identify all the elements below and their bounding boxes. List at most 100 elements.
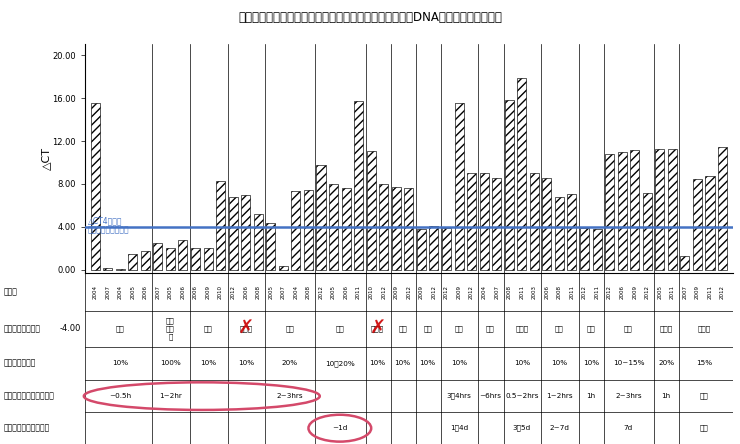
Text: 10%: 10% xyxy=(112,360,128,366)
Bar xyxy=(329,184,338,270)
Text: 2009: 2009 xyxy=(419,285,424,299)
Text: 2007: 2007 xyxy=(281,285,286,299)
Text: 緩衝: 緩衝 xyxy=(555,325,564,332)
Text: 2006: 2006 xyxy=(243,285,248,299)
Text: 2012: 2012 xyxy=(582,285,587,299)
Text: 10~15%: 10~15% xyxy=(613,360,645,366)
Text: 2005: 2005 xyxy=(657,285,662,299)
Text: 非緩衝: 非緩衝 xyxy=(515,325,528,332)
Text: 2009: 2009 xyxy=(394,285,399,299)
Bar xyxy=(630,150,639,270)
Text: 10%: 10% xyxy=(551,360,568,366)
Bar xyxy=(391,187,401,270)
Text: 2010: 2010 xyxy=(369,285,374,299)
Text: 緩衝: 緩衝 xyxy=(398,325,407,332)
Text: ~6hrs: ~6hrs xyxy=(480,393,502,399)
Text: 2012: 2012 xyxy=(469,285,474,299)
Bar xyxy=(542,178,551,270)
Text: ~1d: ~1d xyxy=(332,425,348,431)
Bar xyxy=(492,178,501,270)
Bar xyxy=(128,254,138,270)
Text: ✗: ✗ xyxy=(238,319,254,338)
Text: 2012: 2012 xyxy=(381,285,386,299)
Text: 2009: 2009 xyxy=(206,285,211,299)
Text: 1~2hrs: 1~2hrs xyxy=(546,393,573,399)
Text: 2006: 2006 xyxy=(343,285,349,299)
Text: 2004: 2004 xyxy=(482,285,487,299)
Text: 2006: 2006 xyxy=(193,285,198,299)
Bar xyxy=(505,100,514,270)
Text: 15%: 15% xyxy=(696,360,712,366)
Text: 10%: 10% xyxy=(238,360,254,366)
Bar xyxy=(229,197,238,270)
Bar xyxy=(153,243,162,270)
Text: 非緩衝: 非緩衝 xyxy=(659,325,673,332)
Bar xyxy=(90,103,100,270)
Text: 2008: 2008 xyxy=(306,285,311,299)
Text: 2012: 2012 xyxy=(720,285,725,299)
Bar xyxy=(605,154,614,270)
Text: 2~3hrs: 2~3hrs xyxy=(276,393,303,399)
Text: 2~7d: 2~7d xyxy=(549,425,570,431)
Text: 2011: 2011 xyxy=(570,285,574,299)
Text: 2007: 2007 xyxy=(105,285,110,299)
Text: 緩衝: 緩衝 xyxy=(204,325,212,332)
Text: 2007: 2007 xyxy=(494,285,500,299)
Text: 2012: 2012 xyxy=(406,285,411,299)
Bar xyxy=(656,149,665,270)
Text: ✗: ✗ xyxy=(369,319,386,338)
Text: 2006: 2006 xyxy=(545,285,549,299)
Bar xyxy=(618,152,627,270)
Text: 2004: 2004 xyxy=(118,285,123,299)
Bar xyxy=(517,78,526,270)
Bar xyxy=(568,194,576,270)
Bar xyxy=(166,248,175,270)
Text: 作製年: 作製年 xyxy=(4,287,18,296)
Bar xyxy=(254,214,263,270)
Text: 2004: 2004 xyxy=(294,285,298,299)
Text: 2003: 2003 xyxy=(532,285,536,299)
Bar xyxy=(417,229,426,270)
Bar xyxy=(593,229,602,270)
Text: 2012: 2012 xyxy=(231,285,235,299)
Bar xyxy=(304,190,313,270)
Text: 2006: 2006 xyxy=(619,285,625,299)
Bar xyxy=(204,248,212,270)
Text: 2005: 2005 xyxy=(130,285,135,299)
Text: 10%: 10% xyxy=(420,360,436,366)
Text: -4.00: -4.00 xyxy=(60,324,81,333)
Bar xyxy=(643,193,652,270)
Text: 2012: 2012 xyxy=(444,285,449,299)
Bar xyxy=(241,194,250,270)
Text: 緩衝
縦縦
術: 緩衝 縦縦 術 xyxy=(166,318,175,340)
Text: 摘出から固定までの時間: 摘出から固定までの時間 xyxy=(4,392,55,400)
Text: 2009: 2009 xyxy=(695,285,700,299)
Text: 2011: 2011 xyxy=(519,285,524,299)
Text: 2~3hrs: 2~3hrs xyxy=(615,393,642,399)
Bar xyxy=(404,188,414,270)
Bar xyxy=(442,228,451,270)
Text: 1~2hr: 1~2hr xyxy=(159,393,182,399)
Text: ホルマリンの種類: ホルマリンの種類 xyxy=(4,324,41,333)
Text: 100%: 100% xyxy=(160,360,181,366)
Text: 3〜4hrs: 3〜4hrs xyxy=(447,393,471,400)
Text: 20%: 20% xyxy=(282,360,297,366)
Bar xyxy=(191,248,200,270)
Text: 3〜5d: 3〜5d xyxy=(513,425,531,432)
Text: 不明: 不明 xyxy=(699,425,708,432)
Text: 10%: 10% xyxy=(369,360,386,366)
Bar xyxy=(178,240,187,270)
Text: 1h: 1h xyxy=(662,393,670,399)
Bar xyxy=(279,266,288,270)
Text: 2012: 2012 xyxy=(431,285,437,299)
Text: 緩衝: 緩衝 xyxy=(486,325,495,332)
Bar xyxy=(379,184,388,270)
Text: 固定から切り出しまで: 固定から切り出しまで xyxy=(4,424,50,433)
Text: ライブラリ作成可能: ライブラリ作成可能 xyxy=(87,226,130,234)
Bar xyxy=(367,151,376,270)
Bar xyxy=(454,103,463,270)
Text: 非緩衝: 非緩衝 xyxy=(239,325,252,332)
Y-axis label: △CT: △CT xyxy=(41,147,51,170)
Bar xyxy=(555,197,564,270)
Text: 2004: 2004 xyxy=(92,285,98,299)
